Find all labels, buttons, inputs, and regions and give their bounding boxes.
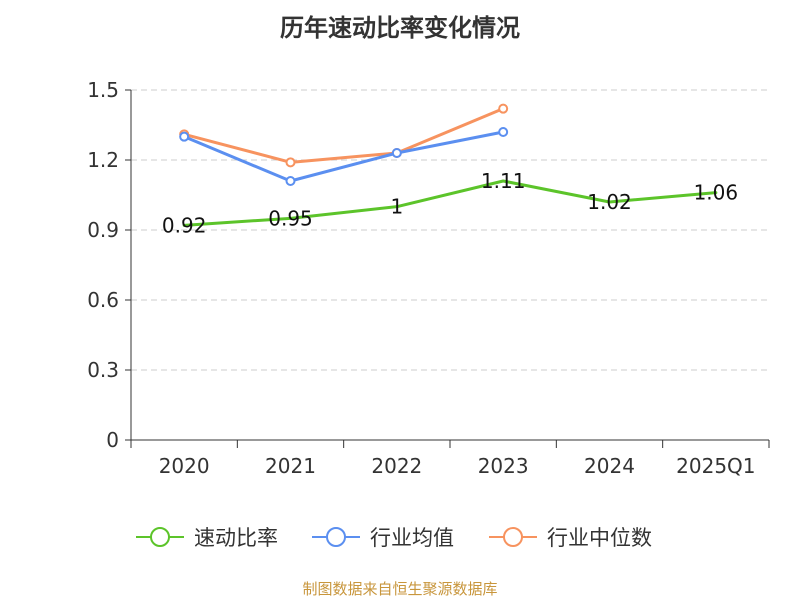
data-label: 1.02 xyxy=(587,190,632,214)
data-point xyxy=(285,176,296,186)
legend-marker xyxy=(503,527,523,547)
data-point xyxy=(498,127,509,137)
x-tick-label: 2022 xyxy=(371,454,422,478)
x-tick-label: 2024 xyxy=(584,454,635,478)
data-point xyxy=(285,157,296,168)
legend-label: 速动比率 xyxy=(194,526,278,550)
data-label: 1.06 xyxy=(694,181,739,205)
y-tick-label: 0.9 xyxy=(87,218,119,242)
legend-marker xyxy=(150,527,170,547)
axes: 0 0.3 0.6 0.9 1.2 1.5 2020 2021 2022 2023 2024 2025… xyxy=(87,78,770,478)
x-tick-label: 2021 xyxy=(265,454,316,478)
series-lines xyxy=(179,103,718,227)
x-tick-label: 2023 xyxy=(478,454,529,478)
legend-label: 行业中位数 xyxy=(547,526,652,550)
chart-title: 历年速动比率变化情况 xyxy=(280,14,520,42)
source-note: 制图数据来自恒生聚源数据库 xyxy=(302,580,498,598)
series-line-1 xyxy=(182,130,505,183)
legend-marker xyxy=(326,527,346,547)
legend-item[interactable]: 速动比率 xyxy=(136,526,278,550)
data-point xyxy=(179,131,190,142)
grid-lines xyxy=(131,89,769,371)
data-label: 0.95 xyxy=(268,206,313,230)
data-point xyxy=(498,103,509,114)
y-tick-label: 0 xyxy=(106,428,119,452)
legend-item[interactable]: 行业中位数 xyxy=(489,526,652,550)
x-tick-label: 2025Q1 xyxy=(676,454,755,478)
data-label: 0.92 xyxy=(162,213,207,237)
y-tick-label: 1.2 xyxy=(87,148,119,172)
legend-item[interactable]: 行业均值 xyxy=(312,526,454,550)
y-tick-label: 1.5 xyxy=(87,78,119,102)
series-line-2 xyxy=(182,107,505,164)
series-line-0 xyxy=(182,179,718,227)
y-tick-label: 0.3 xyxy=(87,358,119,382)
x-tick-label: 2020 xyxy=(159,454,210,478)
legend-label: 行业均值 xyxy=(370,526,454,550)
data-label: 1 xyxy=(390,195,403,219)
data-labels: 0.92 0.95 1 1.11 1.02 1.06 xyxy=(162,169,738,237)
data-point xyxy=(391,148,402,158)
y-tick-label: 0.6 xyxy=(87,288,119,312)
legend[interactable]: 速动比率 行业均值 行业中位数 xyxy=(136,526,652,550)
data-label: 1.11 xyxy=(481,169,526,193)
